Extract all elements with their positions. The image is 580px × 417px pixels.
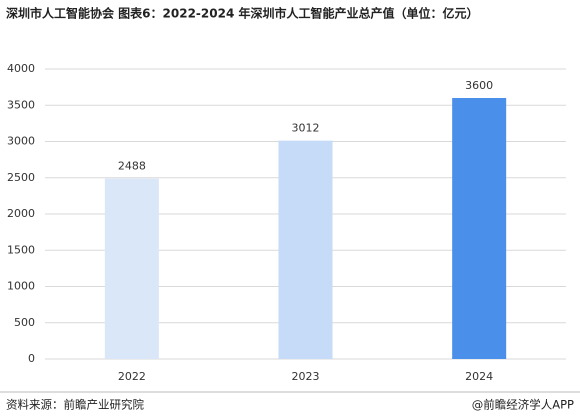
y-tick-label: 1000 [7, 280, 35, 293]
y-tick-label: 3000 [7, 135, 35, 148]
data-label: 3012 [292, 122, 320, 135]
credit: @前瞻经济学人APP [472, 398, 574, 412]
chart-title: 深圳市人工智能协会 图表6：2022-2024 年深圳市人工智能产业总产值（单位… [6, 6, 479, 21]
data-label: 2488 [118, 160, 146, 173]
x-tick-label: 2023 [292, 370, 320, 383]
y-tick-label: 1500 [7, 243, 35, 256]
y-tick-label: 2000 [7, 207, 35, 220]
y-tick-label: 500 [14, 316, 35, 329]
bar [278, 140, 333, 359]
y-tick-label: 2500 [7, 171, 35, 184]
data-label: 3600 [465, 79, 493, 92]
bar [452, 98, 507, 359]
y-tick-label: 4000 [7, 62, 35, 75]
y-tick-label: 0 [28, 352, 35, 365]
x-tick-label: 2024 [465, 370, 493, 383]
y-tick-label: 3500 [7, 98, 35, 111]
x-tick-label: 2022 [118, 370, 146, 383]
source: 资料来源：前瞻产业研究院 [6, 398, 144, 412]
bar [104, 178, 159, 359]
